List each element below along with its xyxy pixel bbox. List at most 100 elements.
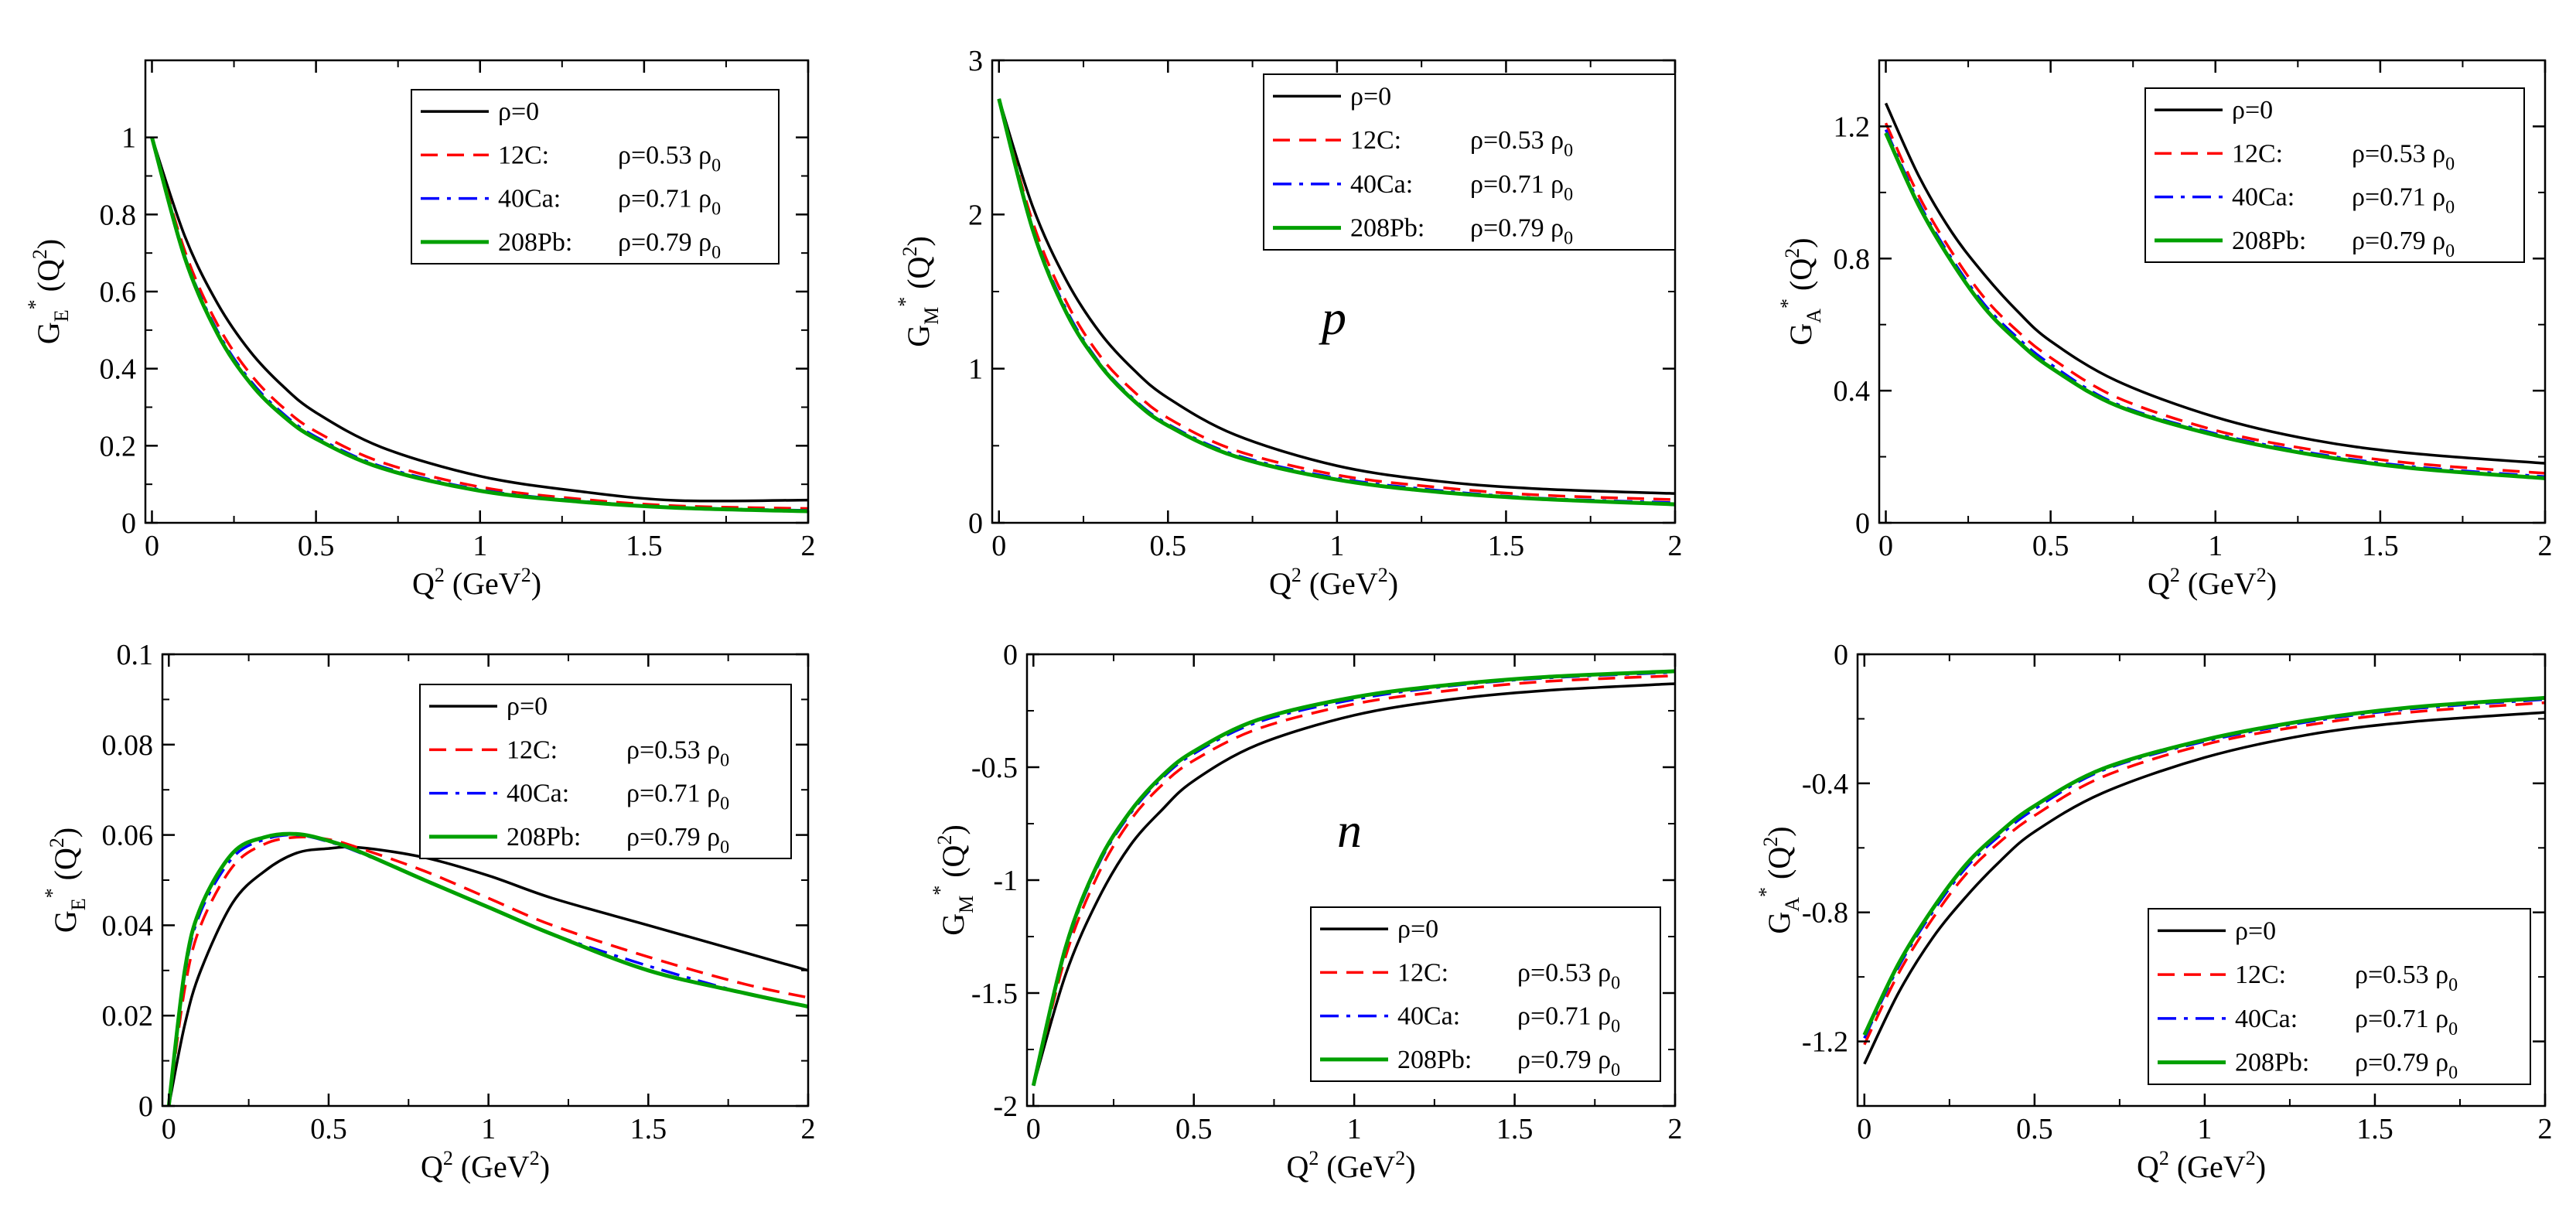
- legend-density: ρ=0.79 ρ0: [2352, 227, 2455, 261]
- legend-label: ρ=0: [1350, 82, 1391, 111]
- x-tick-label: 2: [2538, 530, 2553, 562]
- x-tick-label: 0.5: [2016, 1113, 2053, 1145]
- legend: ρ=0 12C: ρ=0.53 ρ0 40Ca: ρ=0.71 ρ0 208Pb: ρ=0.…: [2144, 87, 2525, 263]
- y-tick-label: -1: [993, 865, 1018, 897]
- panel-n-GA: 0 0.5 1 1.5 2 -1.2 -0.8 -0.4 0 Q2 (GeV2) GA* (Q2) ρ…: [1755, 639, 2553, 1184]
- y-tick-label: -1.2: [1802, 1026, 1848, 1059]
- legend-label: 40Ca:: [507, 780, 569, 808]
- x-tick-label: 0: [991, 530, 1006, 562]
- x-axis-label: Q2 (GeV2): [2137, 1147, 2266, 1184]
- series-line-p-GA-0: [1884, 102, 2545, 465]
- legend-density: ρ=0.53 ρ0: [1470, 126, 1573, 161]
- x-tick-label: 0.5: [2032, 530, 2069, 562]
- x-tick-label: 0.5: [1150, 530, 1187, 562]
- legend-label: 40Ca:: [1397, 1002, 1460, 1031]
- legend-density: ρ=0.53 ρ0: [2355, 961, 2458, 995]
- x-tick-label: 2: [2538, 1113, 2553, 1145]
- y-tick-label: 0: [1855, 507, 1870, 540]
- x-tick-label: 2: [801, 530, 816, 562]
- y-tick-label: 0.04: [102, 910, 154, 942]
- y-tick-label: 0.8: [100, 199, 137, 231]
- x-tick-label: 1: [481, 1113, 496, 1145]
- series-line-p-GM-1: [998, 98, 1675, 501]
- legend-label: ρ=0: [498, 97, 539, 126]
- legend-density: ρ=0.71 ρ0: [2352, 183, 2455, 218]
- legend-label: 208Pb:: [507, 823, 581, 852]
- x-axis-label: Q2 (GeV2): [421, 1147, 550, 1184]
- y-tick-label: 0.4: [100, 353, 137, 386]
- legend-label: 40Ca:: [2232, 183, 2295, 212]
- x-tick-label: 1: [2208, 530, 2223, 562]
- y-tick-label: 0: [121, 507, 136, 540]
- legend-density: ρ=0.53 ρ0: [626, 735, 729, 770]
- x-tick-label: 1: [473, 530, 487, 562]
- y-tick-label: 0: [138, 1090, 153, 1123]
- x-tick-label: 2: [801, 1113, 816, 1145]
- x-axis-label: Q2 (GeV2): [1269, 564, 1398, 601]
- legend-density: ρ=0.71 ρ0: [618, 185, 721, 220]
- y-axis-label: GM* (Q2): [929, 824, 978, 936]
- x-tick-label: 0.5: [298, 530, 335, 562]
- series-line-p-GA-1: [1884, 122, 2545, 475]
- y-tick-label: -0.4: [1802, 768, 1848, 800]
- x-tick-label: 1.5: [2356, 1113, 2393, 1145]
- panel-n-GE: 0 0.5 1 1.5 2 0 0.02 0.04 0.06 0.08 0.1 Q2 (GeV2) GE…: [41, 639, 816, 1184]
- x-tick-label: 1: [1329, 530, 1344, 562]
- legend-label: 40Ca:: [1350, 170, 1413, 199]
- series-line-p-GA-3: [1884, 131, 2545, 480]
- y-tick-label: 0: [1834, 639, 1848, 671]
- x-tick-label: 0: [145, 530, 159, 562]
- legend: ρ=0 12C: ρ=0.53 ρ0 40Ca: ρ=0.71 ρ0 208Pb: ρ=0.…: [1263, 73, 1676, 251]
- series-line-n-GE-0: [167, 845, 808, 1106]
- legend-label: 208Pb:: [498, 228, 572, 257]
- series-line-n-GE-1: [167, 835, 808, 1106]
- legend-label: 12C:: [1350, 126, 1401, 155]
- legend-density: ρ=0.79 ρ0: [618, 228, 721, 263]
- series-line-n-GA-0: [1863, 711, 2545, 1065]
- legend: ρ=0 12C: ρ=0.53 ρ0 40Ca: ρ=0.71 ρ0 208Pb: ρ=0.…: [1310, 906, 1661, 1082]
- series-line-p-GE-0: [150, 137, 808, 503]
- legend-density: ρ=0.71 ρ0: [2355, 1005, 2458, 1039]
- series-line-n-GM-1: [1032, 674, 1675, 1087]
- series-line-n-GE-3: [166, 831, 808, 1106]
- x-tick-label: 2: [1668, 530, 1683, 562]
- y-axis-label: GA* (Q2): [1755, 826, 1803, 933]
- x-axis-label: Q2 (GeV2): [1286, 1147, 1415, 1184]
- x-axis-label: Q2 (GeV2): [412, 564, 541, 601]
- legend-box: [1310, 906, 1661, 1082]
- y-tick-label: -0.8: [1802, 897, 1848, 930]
- legend-label: ρ=0: [2235, 916, 2276, 945]
- y-tick-label: 0: [968, 507, 983, 540]
- y-tick-label: 1: [121, 122, 136, 155]
- y-tick-label: 0.4: [1834, 375, 1871, 408]
- series-line-n-GA-1: [1863, 701, 2545, 1046]
- legend-density: ρ=0.79 ρ0: [1517, 1046, 1620, 1080]
- y-tick-label: 0.2: [100, 430, 137, 462]
- y-tick-label: 0.08: [102, 729, 154, 762]
- x-tick-label: 0: [162, 1113, 176, 1145]
- series-line-n-GA-3: [1862, 695, 2545, 1036]
- legend-label: 208Pb:: [2232, 227, 2306, 255]
- x-axis-label: Q2 (GeV2): [2148, 564, 2277, 601]
- y-tick-label: 3: [968, 45, 983, 77]
- legend-box: [1263, 73, 1676, 251]
- legend-density: ρ=0.79 ρ0: [2355, 1049, 2458, 1084]
- legend-label: 12C:: [498, 141, 549, 169]
- y-tick-label: -1.5: [971, 978, 1018, 1010]
- legend-box: [2144, 87, 2525, 263]
- y-tick-label: 0.6: [100, 276, 137, 309]
- legend-density: ρ=0.71 ρ0: [1517, 1002, 1620, 1037]
- x-tick-label: 0.5: [310, 1113, 347, 1145]
- x-tick-label: 1.5: [630, 1113, 667, 1145]
- series-line-n-GM-0: [1032, 682, 1675, 1087]
- x-tick-label: 0.5: [1175, 1113, 1213, 1145]
- x-tick-label: 1: [1347, 1113, 1362, 1145]
- legend-label: ρ=0: [507, 692, 548, 721]
- legend-label: 12C:: [507, 735, 558, 764]
- legend-label: 208Pb:: [1397, 1046, 1472, 1074]
- legend-label: 208Pb:: [1350, 214, 1424, 243]
- panel-n-GM: 0 0.5 1 1.5 2 -2 -1.5 -1 -0.5 0 Q2 (GeV2) GM* (Q2) ρ…: [929, 639, 1683, 1184]
- legend-box: [2148, 908, 2531, 1085]
